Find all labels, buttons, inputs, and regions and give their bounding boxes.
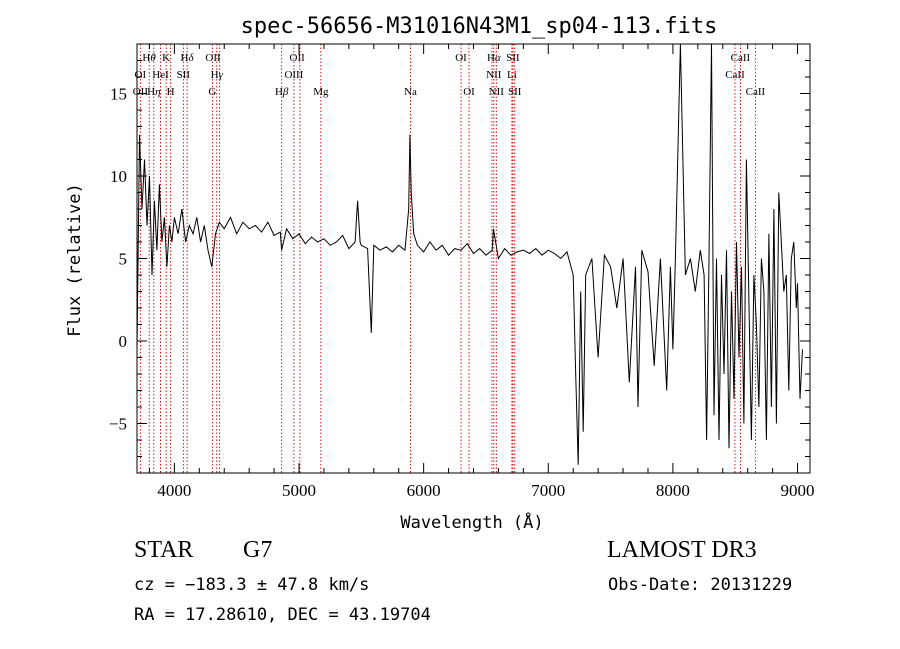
spectral-line-label-sub: γ xyxy=(219,69,224,81)
spectral-line-label: CaII xyxy=(746,86,766,98)
spectral-line-label: OI xyxy=(135,69,147,81)
x-tick-label: 7000 xyxy=(531,481,565,500)
ra-dec-coordinates: RA = 17.28610, DEC = 43.19704 xyxy=(134,605,431,625)
spectral-line-label: Hθ xyxy=(142,52,156,64)
spectral-line-label: H xyxy=(167,86,175,98)
x-tick-label: 9000 xyxy=(781,481,815,500)
spectral-line-label: OI xyxy=(455,52,467,64)
spectral-line-label: NII xyxy=(486,69,502,81)
spectral-line-label: OIII xyxy=(284,69,303,81)
spectral-line-label-sub: β xyxy=(282,86,289,98)
spectral-line-label-sub: η xyxy=(155,86,160,98)
spectral-line-label-sub: δ xyxy=(189,52,195,64)
object-class: STAR xyxy=(134,537,194,563)
survey-name: LAMOST DR3 xyxy=(607,537,757,563)
spectral-line-label: OII xyxy=(290,52,306,64)
spectral-line-label: Na xyxy=(404,86,417,98)
x-tick-label: 6000 xyxy=(407,481,441,500)
chart-title: spec-56656-M31016N43M1_sp04-113.fits xyxy=(241,14,718,39)
y-tick-label: 10 xyxy=(110,167,127,186)
spectrum-series-line xyxy=(137,44,803,465)
spectral-line-label: CaII xyxy=(731,52,751,64)
spectral-line-label: Hδ xyxy=(181,52,195,64)
spectral-line-label: SII xyxy=(508,86,522,98)
y-tick-label: 15 xyxy=(110,85,127,104)
spectral-line-label-sub: θ xyxy=(150,52,156,64)
spectral-line-label: G xyxy=(208,86,216,98)
spectral-line-label: OII xyxy=(205,52,221,64)
spectral-line-label: Hη xyxy=(147,86,160,98)
y-tick-label: 0 xyxy=(119,332,128,351)
spectral-line-label: Hα xyxy=(487,52,501,64)
spectral-line-label: CaII xyxy=(725,69,745,81)
spectral-line-label: Hγ xyxy=(211,69,224,81)
spectral-line-label: SII xyxy=(177,69,191,81)
redshift-velocity: cz = −183.3 ± 47.8 km/s xyxy=(134,575,370,595)
x-tick-label: 8000 xyxy=(656,481,690,500)
spectral-line-label: OI xyxy=(463,86,475,98)
x-axis-label: Wavelength (Å) xyxy=(400,511,543,533)
y-tick-label: −5 xyxy=(109,415,127,434)
observation-date: Obs-Date: 20131229 xyxy=(608,575,793,595)
spectral-line-label: OII xyxy=(133,86,149,98)
y-axis-label: Flux (relative) xyxy=(65,183,85,337)
spectral-line-label: Mg xyxy=(313,86,329,98)
spectral-line-label: K xyxy=(162,52,170,64)
x-tick-label: 5000 xyxy=(282,481,316,500)
x-tick-label: 4000 xyxy=(157,481,191,500)
spectral-line-label: Li xyxy=(507,69,517,81)
spectral-line-label-sub: α xyxy=(495,52,501,64)
spectral-line-label: SII xyxy=(506,52,520,64)
spectral-line-label: Hβ xyxy=(275,86,289,98)
y-tick-label: 5 xyxy=(119,250,128,269)
object-subclass: G7 xyxy=(243,537,273,563)
spectral-line-label: HeI xyxy=(152,69,169,81)
spectral-line-label: NII xyxy=(489,86,505,98)
